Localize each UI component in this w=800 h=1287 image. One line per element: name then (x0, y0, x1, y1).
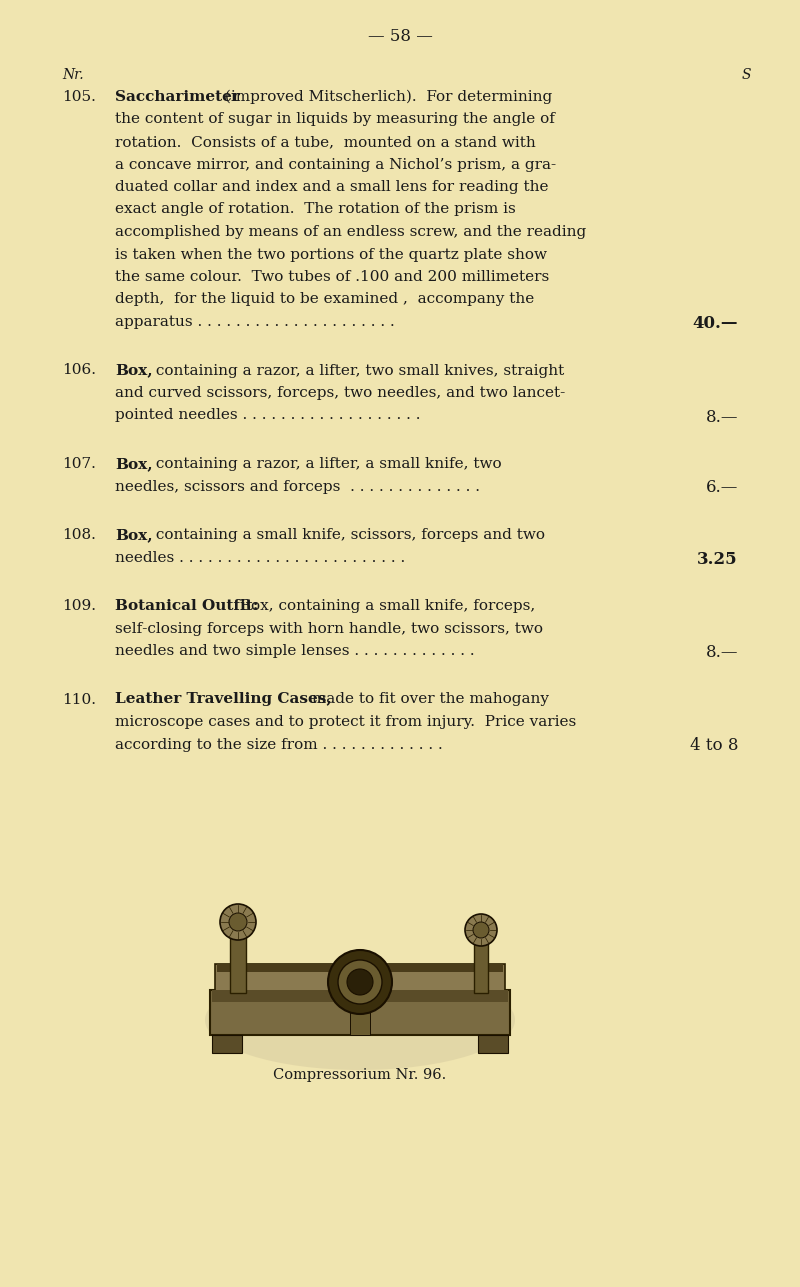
Circle shape (328, 950, 392, 1014)
Text: Box,: Box, (115, 457, 153, 471)
Text: the same colour.  Two tubes of .100 and 200 millimeters: the same colour. Two tubes of .100 and 2… (115, 270, 550, 284)
Text: (improved Mitscherlich).  For determining: (improved Mitscherlich). For determining (220, 90, 552, 104)
Text: containing a razor, a lifter, two small knives, straight: containing a razor, a lifter, two small … (151, 363, 564, 377)
Text: containing a razor, a lifter, a small knife, two: containing a razor, a lifter, a small kn… (151, 457, 502, 471)
Text: 6.—: 6.— (706, 480, 738, 497)
Text: Saccharimeter: Saccharimeter (115, 90, 240, 104)
Bar (215, 964, 505, 992)
Text: is taken when the two portions of the quartz plate show: is taken when the two portions of the qu… (115, 247, 547, 261)
Circle shape (465, 914, 497, 946)
Text: Box,: Box, (115, 363, 153, 377)
Text: 4 to 8: 4 to 8 (690, 737, 738, 754)
Text: accomplished by means of an endless screw, and the reading: accomplished by means of an endless scre… (115, 225, 586, 239)
Bar (468, 927, 494, 934)
Circle shape (338, 960, 382, 1004)
Bar (217, 964, 503, 972)
Bar (230, 928, 246, 994)
Text: self‑closing forceps with horn handle, two scissors, two: self‑closing forceps with horn handle, t… (115, 622, 543, 636)
Text: 8.—: 8.— (706, 408, 738, 426)
Text: a concave mirror, and containing a Nichol’s prism, a gra-: a concave mirror, and containing a Nicho… (115, 157, 556, 171)
Bar (350, 1012, 370, 1035)
Text: containing a small knife, scissors, forceps and two: containing a small knife, scissors, forc… (151, 528, 545, 542)
Text: S: S (742, 68, 751, 82)
Circle shape (229, 912, 247, 931)
Text: 3.25: 3.25 (698, 551, 738, 568)
Text: needles, scissors and forceps  . . . . . . . . . . . . . .: needles, scissors and forceps . . . . . … (115, 480, 480, 493)
Text: needles . . . . . . . . . . . . . . . . . . . . . . . .: needles . . . . . . . . . . . . . . . . … (115, 551, 406, 565)
Text: Compressorium Nr. 96.: Compressorium Nr. 96. (274, 1068, 446, 1082)
Text: 108.: 108. (62, 528, 96, 542)
Text: duated collar and index and a small lens for reading the: duated collar and index and a small lens… (115, 180, 549, 194)
Text: according to the size from . . . . . . . . . . . . .: according to the size from . . . . . . .… (115, 737, 442, 752)
Text: microscope cases and to protect it from injury.  Price varies: microscope cases and to protect it from … (115, 716, 576, 728)
Text: 105.: 105. (62, 90, 96, 104)
Bar (224, 918, 252, 928)
Text: Botanical Outfit:: Botanical Outfit: (115, 598, 258, 613)
Text: the content of sugar in liquids by measuring the angle of: the content of sugar in liquids by measu… (115, 112, 555, 126)
Text: Leather Travelling Cases,: Leather Travelling Cases, (115, 692, 332, 707)
Text: 110.: 110. (62, 692, 96, 707)
Text: Box, containing a small knife, forceps,: Box, containing a small knife, forceps, (235, 598, 535, 613)
Text: needles and two simple lenses . . . . . . . . . . . . .: needles and two simple lenses . . . . . … (115, 644, 474, 658)
Bar (212, 990, 508, 1003)
Circle shape (220, 903, 256, 940)
Circle shape (473, 921, 489, 938)
Text: Nr.: Nr. (62, 68, 84, 82)
Text: and curved scissors, forceps, two needles, and two lancet-: and curved scissors, forceps, two needle… (115, 386, 566, 400)
Bar (212, 1035, 242, 1053)
Text: depth,  for the liquid to be examined ,  accompany the: depth, for the liquid to be examined , a… (115, 292, 534, 306)
Text: 107.: 107. (62, 457, 96, 471)
Text: 106.: 106. (62, 363, 96, 377)
Text: apparatus . . . . . . . . . . . . . . . . . . . . .: apparatus . . . . . . . . . . . . . . . … (115, 315, 394, 329)
Ellipse shape (205, 970, 515, 1069)
Text: 40.—: 40.— (693, 315, 738, 332)
Text: rotation.  Consists of a tube,  mounted on a stand with: rotation. Consists of a tube, mounted on… (115, 135, 536, 149)
Text: exact angle of rotation.  The rotation of the prism is: exact angle of rotation. The rotation of… (115, 202, 516, 216)
Text: Box,: Box, (115, 528, 153, 542)
Text: 8.—: 8.— (706, 644, 738, 662)
Text: 109.: 109. (62, 598, 96, 613)
Bar (210, 990, 510, 1035)
Text: made to fit over the mahogany: made to fit over the mahogany (307, 692, 549, 707)
Circle shape (347, 969, 373, 995)
Bar (474, 934, 488, 994)
Text: pointed needles . . . . . . . . . . . . . . . . . . .: pointed needles . . . . . . . . . . . . … (115, 408, 421, 422)
Text: — 58 —: — 58 — (367, 28, 433, 45)
Bar (478, 1035, 508, 1053)
